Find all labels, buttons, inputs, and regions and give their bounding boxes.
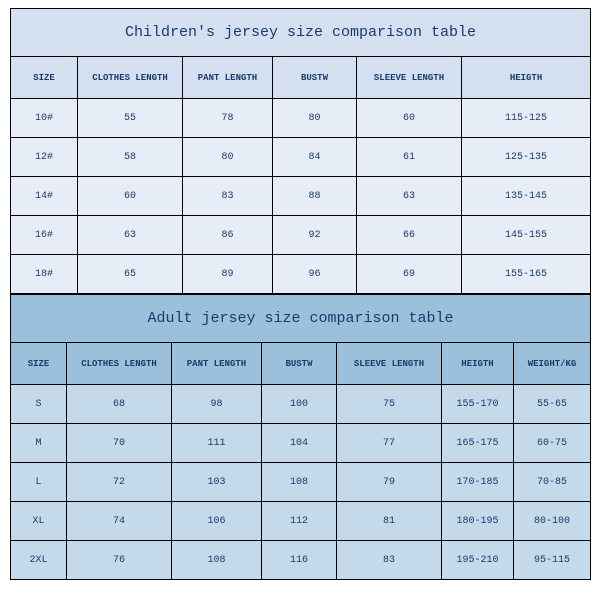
cell-weight: 70-85 [514,463,591,502]
cell-pant: 108 [172,541,262,580]
col-clothes-length: CLOTHES LENGTH [78,57,183,99]
cell-weight: 95-115 [514,541,591,580]
cell-height: 115-125 [462,99,591,138]
cell-size: 18# [11,255,78,294]
cell-sleeve: 61 [357,138,462,177]
cell-sleeve: 63 [357,177,462,216]
cell-weight: 55-65 [514,385,591,424]
cell-height: 195-210 [442,541,514,580]
cell-bust: 116 [262,541,337,580]
cell-bust: 80 [273,99,357,138]
table-row: 16# 63 86 92 66 145-155 [11,216,591,255]
col-pant-length: PANT LENGTH [183,57,273,99]
cell-pant: 80 [183,138,273,177]
children-size-table: Children's jersey size comparison table … [10,8,591,294]
col-sleeve-length: SLEEVE LENGTH [337,343,442,385]
cell-size: 12# [11,138,78,177]
cell-height: 170-185 [442,463,514,502]
table-row: 2XL 76 108 116 83 195-210 95-115 [11,541,591,580]
children-title: Children's jersey size comparison table [11,9,591,57]
col-size: SIZE [11,343,67,385]
cell-height: 135-145 [462,177,591,216]
cell-size: L [11,463,67,502]
cell-bust: 104 [262,424,337,463]
cell-clothes: 68 [67,385,172,424]
col-height: HEIGTH [442,343,514,385]
cell-pant: 103 [172,463,262,502]
cell-clothes: 60 [78,177,183,216]
table-row: M 70 111 104 77 165-175 60-75 [11,424,591,463]
cell-height: 155-170 [442,385,514,424]
col-weight: WEIGHT/KG [514,343,591,385]
children-header-row: SIZE CLOTHES LENGTH PANT LENGTH BUSTW SL… [11,57,591,99]
children-title-row: Children's jersey size comparison table [11,9,591,57]
adult-header-row: SIZE CLOTHES LENGTH PANT LENGTH BUSTW SL… [11,343,591,385]
col-bust: BUSTW [262,343,337,385]
adult-size-table: Adult jersey size comparison table SIZE … [10,294,591,580]
table-row: 14# 60 83 88 63 135-145 [11,177,591,216]
cell-pant: 83 [183,177,273,216]
table-row: 12# 58 80 84 61 125-135 [11,138,591,177]
col-size: SIZE [11,57,78,99]
cell-pant: 98 [172,385,262,424]
adult-title: Adult jersey size comparison table [11,295,591,343]
cell-pant: 111 [172,424,262,463]
cell-height: 165-175 [442,424,514,463]
table-row: 10# 55 78 80 60 115-125 [11,99,591,138]
col-sleeve-length: SLEEVE LENGTH [357,57,462,99]
cell-height: 125-135 [462,138,591,177]
cell-size: S [11,385,67,424]
cell-bust: 112 [262,502,337,541]
cell-sleeve: 79 [337,463,442,502]
cell-weight: 80-100 [514,502,591,541]
cell-sleeve: 66 [357,216,462,255]
cell-sleeve: 83 [337,541,442,580]
table-row: L 72 103 108 79 170-185 70-85 [11,463,591,502]
cell-clothes: 63 [78,216,183,255]
cell-bust: 100 [262,385,337,424]
col-height: HEIGTH [462,57,591,99]
adult-title-row: Adult jersey size comparison table [11,295,591,343]
table-row: 18# 65 89 96 69 155-165 [11,255,591,294]
col-bust: BUSTW [273,57,357,99]
cell-weight: 60-75 [514,424,591,463]
cell-bust: 84 [273,138,357,177]
cell-size: 10# [11,99,78,138]
cell-pant: 86 [183,216,273,255]
cell-clothes: 65 [78,255,183,294]
cell-clothes: 72 [67,463,172,502]
cell-height: 145-155 [462,216,591,255]
cell-pant: 89 [183,255,273,294]
cell-clothes: 58 [78,138,183,177]
cell-clothes: 70 [67,424,172,463]
cell-size: 16# [11,216,78,255]
cell-bust: 92 [273,216,357,255]
cell-sleeve: 75 [337,385,442,424]
cell-sleeve: 69 [357,255,462,294]
table-row: XL 74 106 112 81 180-195 80-100 [11,502,591,541]
cell-size: M [11,424,67,463]
col-clothes-length: CLOTHES LENGTH [67,343,172,385]
cell-size: XL [11,502,67,541]
col-pant-length: PANT LENGTH [172,343,262,385]
cell-clothes: 76 [67,541,172,580]
table-row: S 68 98 100 75 155-170 55-65 [11,385,591,424]
cell-bust: 96 [273,255,357,294]
cell-bust: 88 [273,177,357,216]
cell-sleeve: 77 [337,424,442,463]
cell-size: 14# [11,177,78,216]
cell-size: 2XL [11,541,67,580]
cell-sleeve: 60 [357,99,462,138]
cell-clothes: 74 [67,502,172,541]
cell-sleeve: 81 [337,502,442,541]
cell-height: 180-195 [442,502,514,541]
cell-pant: 78 [183,99,273,138]
cell-bust: 108 [262,463,337,502]
cell-pant: 106 [172,502,262,541]
cell-clothes: 55 [78,99,183,138]
cell-height: 155-165 [462,255,591,294]
